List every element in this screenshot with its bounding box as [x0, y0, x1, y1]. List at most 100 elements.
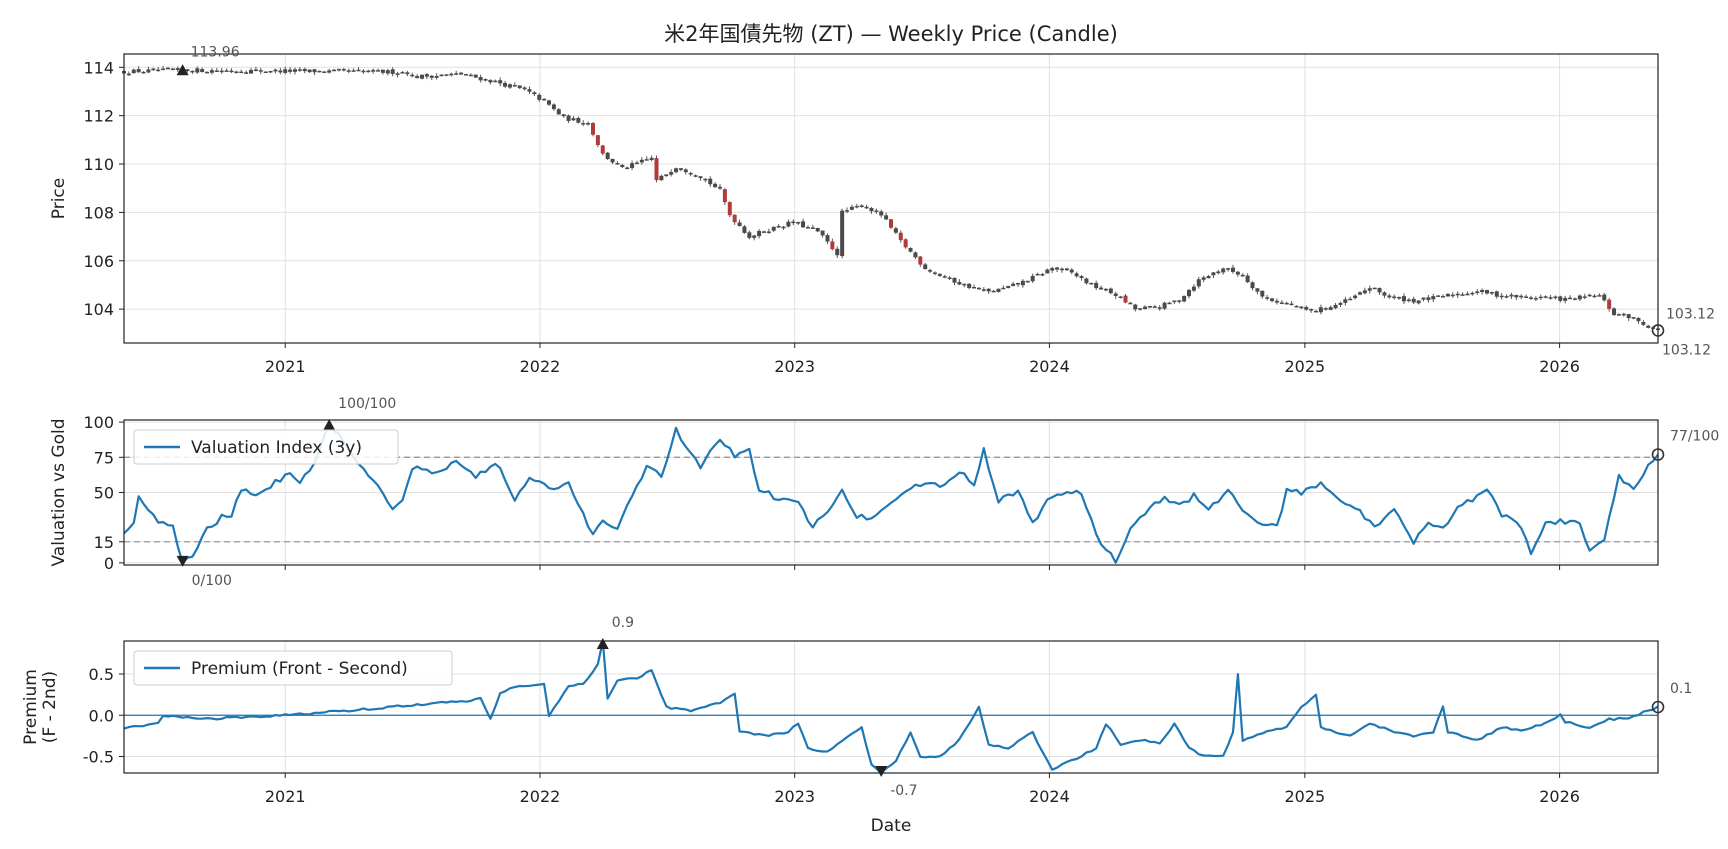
- candle: [390, 69, 395, 74]
- candle: [1582, 296, 1587, 298]
- chart-title: 米2年国債先物 (ZT) — Weekly Price (Candle): [664, 22, 1118, 46]
- candle: [1045, 269, 1050, 274]
- x-tick-label: 2023: [774, 787, 815, 806]
- candle: [463, 74, 468, 76]
- candle: [693, 175, 698, 177]
- candle: [644, 159, 649, 161]
- candle: [1265, 297, 1270, 299]
- last-value-marker: [1651, 324, 1665, 337]
- candle: [312, 69, 317, 73]
- x-tick-label: 2021: [265, 357, 306, 376]
- candle: [566, 115, 571, 121]
- max-marker: [176, 64, 189, 76]
- y-tick-label: 0.5: [89, 665, 114, 684]
- candle: [141, 71, 146, 74]
- candle: [976, 287, 981, 290]
- candle: [972, 286, 977, 289]
- plot-frame: [123, 640, 1659, 774]
- x-tick-label: 2023: [774, 357, 815, 376]
- candle: [1533, 298, 1538, 300]
- max-marker: [323, 419, 336, 431]
- candle: [126, 73, 131, 76]
- series-line: [123, 422, 1659, 564]
- candle: [1362, 290, 1367, 294]
- candle: [136, 69, 141, 73]
- candle: [449, 73, 454, 76]
- candle: [151, 68, 156, 71]
- legend: Valuation Index (3y): [133, 429, 399, 465]
- candle: [737, 222, 742, 227]
- candle: [713, 183, 718, 188]
- candle: [1392, 296, 1397, 299]
- y-tick-label: 100: [83, 413, 114, 432]
- candle: [1631, 317, 1636, 319]
- max-annotation: 100/100: [338, 396, 396, 412]
- min-annotation: -0.7: [890, 783, 917, 799]
- x-tick-label: 2024: [1029, 357, 1070, 376]
- x-tick-label: 2026: [1539, 357, 1580, 376]
- candle: [473, 74, 478, 78]
- candle: [1646, 325, 1651, 328]
- candle: [942, 276, 947, 278]
- candle: [932, 272, 937, 275]
- candle: [1050, 268, 1055, 271]
- candle: [1514, 294, 1519, 298]
- candle: [1143, 306, 1148, 310]
- candle: [1245, 275, 1250, 283]
- valuation-panel: 0 15 50 75 100 100/100 0/100 77/100 Valuation In…: [49, 396, 1719, 589]
- candle: [1338, 302, 1343, 305]
- y-tick-label: -0.5: [83, 748, 114, 767]
- candle: [1397, 297, 1402, 299]
- series-line: [123, 639, 1659, 775]
- y-tick-label: 108: [83, 203, 114, 222]
- candle: [874, 210, 879, 212]
- candle: [683, 169, 688, 173]
- candle: [1421, 297, 1426, 300]
- candle: [1592, 295, 1597, 298]
- candle: [1177, 300, 1182, 302]
- candle: [815, 227, 820, 232]
- min-annotation: 0/100: [192, 573, 232, 589]
- candle: [415, 76, 420, 79]
- candle: [1455, 293, 1460, 296]
- candle: [297, 69, 302, 71]
- candle: [1441, 296, 1446, 298]
- y-tick-label: 110: [83, 155, 114, 174]
- candle: [332, 69, 337, 72]
- candle: [385, 70, 390, 74]
- candle: [1006, 285, 1011, 288]
- candle: [1416, 300, 1421, 304]
- candle: [1548, 297, 1553, 299]
- last-annotation: 103.12: [1666, 306, 1715, 322]
- legend-box: [133, 429, 399, 465]
- candle: [1074, 273, 1079, 277]
- candle: [1240, 274, 1245, 277]
- candle: [1314, 310, 1319, 313]
- candle: [1191, 286, 1196, 291]
- legend-box: [133, 650, 453, 686]
- candle: [1123, 295, 1128, 303]
- candle: [512, 85, 517, 87]
- candle: [879, 211, 884, 216]
- candle: [439, 74, 444, 77]
- candle: [1328, 307, 1333, 310]
- candle: [537, 94, 542, 100]
- candle: [1372, 287, 1377, 290]
- candle: [664, 174, 669, 177]
- candle: [1387, 295, 1392, 298]
- candle: [424, 74, 429, 77]
- candle: [1602, 294, 1607, 301]
- candle: [928, 270, 933, 272]
- candle: [742, 226, 747, 233]
- candle: [908, 247, 913, 252]
- candle: [1235, 271, 1240, 275]
- candle: [600, 145, 605, 154]
- candle: [918, 256, 923, 265]
- candle: [854, 205, 859, 208]
- candle: [405, 72, 410, 75]
- candle: [1128, 302, 1133, 305]
- min-marker: [875, 766, 888, 777]
- candle: [703, 178, 708, 181]
- candle: [1016, 283, 1021, 285]
- candle: [849, 206, 854, 210]
